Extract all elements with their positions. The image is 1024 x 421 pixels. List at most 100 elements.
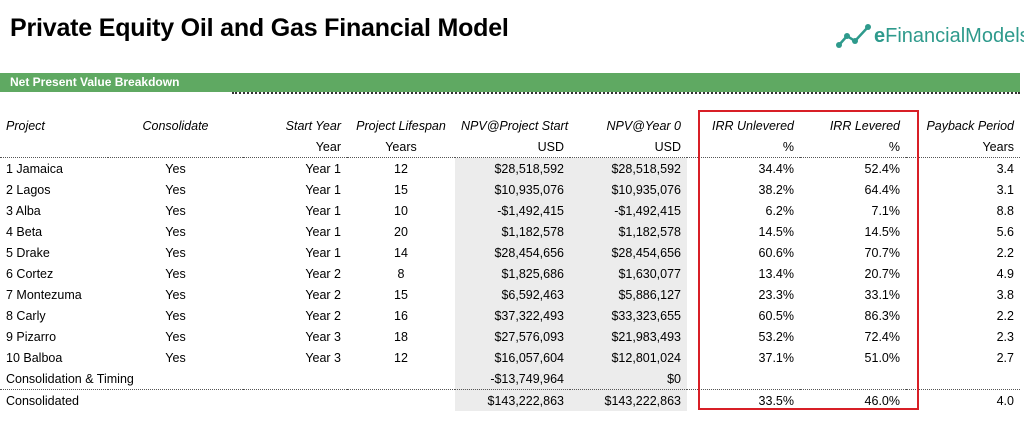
start-year-cell: Year 1 [305, 182, 341, 197]
project-cell: Consolidated [0, 389, 108, 411]
project-cell: Consolidation & Timing [6, 371, 134, 386]
consolidate-cell: Yes [165, 308, 186, 323]
npv-project-start-cell: $1,182,578 [501, 224, 564, 239]
npv-year-0-cell: $1,182,578 [618, 224, 681, 239]
consolidate-cell [108, 389, 243, 411]
npv-year-0-cell: $10,935,076 [611, 182, 681, 197]
payback-period-cell: 2.7 [996, 350, 1014, 365]
project-cell: 5 Drake [6, 245, 50, 260]
lifespan-cell: 10 [394, 203, 408, 218]
npv-project-start-cell: -$1,492,415 [497, 203, 564, 218]
consolidate-cell: Yes [165, 161, 186, 176]
npv-year-0-cell: -$1,492,415 [614, 203, 681, 218]
lifespan-cell: 12 [394, 350, 408, 365]
lifespan-cell: 18 [394, 329, 408, 344]
npv-project-start-cell: $28,518,592 [494, 161, 564, 176]
payback-period-cell: 3.8 [996, 287, 1014, 302]
project-cell: 6 Cortez [6, 266, 54, 281]
payback-period-cell [906, 368, 1020, 390]
npv-shaded-area [455, 158, 687, 411]
lifespan-cell: Project Lifespan [356, 118, 446, 133]
irr-unlevered-cell: 34.4% [758, 161, 794, 176]
npv-breakdown-table: Project Consolidate Start Year Project Life… [0, 115, 1020, 411]
npv-project-start-cell: $27,576,093 [494, 329, 564, 344]
irr-levered-cell: 64.4% [864, 182, 900, 197]
project-cell [0, 136, 108, 158]
lifespan-cell: 15 [394, 182, 408, 197]
start-year-cell: Year 2 [305, 287, 341, 302]
irr-unlevered-cell: 60.6% [758, 245, 794, 260]
npv-project-start-cell: $37,322,493 [494, 308, 564, 323]
irr-levered-cell: 52.4% [864, 161, 900, 176]
start-year-cell: Year [243, 136, 347, 158]
section-header: Net Present Value Breakdown [0, 73, 1020, 92]
table-row: 10 Balboa Yes Year 3 12 $16,057,604 $12,801,0… [0, 347, 1020, 368]
project-cell: 10 Balboa [6, 350, 63, 365]
consolidate-cell: Yes [165, 245, 186, 260]
table-row: 2 Lagos Yes Year 1 15 $10,935,076 $10,935,076… [0, 179, 1020, 200]
start-year-cell: Year 3 [305, 329, 341, 344]
chart-line-icon [836, 24, 871, 48]
npv-year-0-cell: $33,323,655 [611, 308, 681, 323]
start-year-cell [243, 368, 347, 390]
lifespan-cell: 12 [394, 161, 408, 176]
irr-levered-cell: 72.4% [864, 329, 900, 344]
table-row: 3 Alba Yes Year 1 10 -$1,492,415 -$1,492,415 6… [0, 200, 1020, 221]
lifespan-cell: Years [347, 136, 455, 158]
start-year-cell: Year 3 [305, 350, 341, 365]
payback-period-cell: 3.4 [996, 161, 1014, 176]
payback-period-cell: 2.2 [996, 245, 1014, 260]
irr-levered-cell: 46.0% [800, 389, 906, 411]
irr-levered-cell: 14.5% [864, 224, 900, 239]
irr-levered-cell: 70.7% [864, 245, 900, 260]
payback-period-cell: 5.6 [996, 224, 1014, 239]
consolidate-cell: Yes [165, 266, 186, 281]
start-year-cell: Year 2 [305, 308, 341, 323]
lifespan-cell: 8 [397, 266, 405, 281]
consolidate-cell: Yes [165, 224, 186, 239]
table-row: 6 Cortez Yes Year 2 8 $1,825,686 $1,630,077 13… [0, 263, 1020, 284]
payback-period-cell: 2.3 [996, 329, 1014, 344]
payback-period-cell: 8.8 [996, 203, 1014, 218]
npv-year-0-cell: $143,222,863 [570, 389, 687, 411]
consolidate-cell: Yes [165, 203, 186, 218]
lifespan-cell: 20 [394, 224, 408, 239]
consolidate-cell: Yes [165, 182, 186, 197]
npv-project-start-cell: USD [455, 136, 570, 158]
project-cell: 2 Lagos [6, 182, 51, 197]
payback-period-cell: Years [906, 136, 1020, 158]
consolidate-cell [108, 136, 243, 158]
section-title: Net Present Value Breakdown [10, 75, 180, 89]
irr-unlevered-cell: 14.5% [758, 224, 794, 239]
table-row: 7 Montezuma Yes Year 2 15 $6,592,463 $5,886,1… [0, 284, 1020, 305]
consolidate-cell: Yes [165, 350, 186, 365]
npv-year-0-cell: $0 [667, 371, 681, 386]
npv-year-0-cell: $1,630,077 [618, 266, 681, 281]
project-cell: 4 Beta [6, 224, 43, 239]
start-year-cell: Year 2 [305, 266, 341, 281]
consolidation-timing-row: Consolidation & Timing -$13,749,964 $0 [0, 368, 1020, 390]
consolidate-cell: Consolidate [142, 118, 209, 133]
npv-year-0-cell: $28,518,592 [611, 161, 681, 176]
payback-period-cell: 3.1 [996, 182, 1014, 197]
irr-unlevered-cell: 23.3% [758, 287, 794, 302]
consolidate-cell: Yes [165, 329, 186, 344]
irr-levered-cell: 86.3% [864, 308, 900, 323]
units-row: Year Years USD USD%% Years [0, 136, 1020, 158]
page-title: Private Equity Oil and Gas Financial Mod… [10, 14, 509, 42]
irr-unlevered-cell: 33.5% [687, 389, 800, 411]
npv-year-0-cell: $28,454,656 [611, 245, 681, 260]
irr-levered-cell: 51.0% [864, 350, 900, 365]
irr-levered-cell: % [800, 136, 906, 158]
npv-year-0-cell: NPV@Year 0 [606, 118, 681, 133]
irr-levered-cell: IRR Levered [829, 118, 900, 133]
project-cell: 3 Alba [6, 203, 41, 218]
start-year-cell: Year 1 [305, 224, 341, 239]
npv-year-0-cell: $12,801,024 [611, 350, 681, 365]
npv-project-start-cell: NPV@Project Start [461, 118, 569, 133]
table-row: 5 Drake Yes Year 1 14 $28,454,656 $28,454,656… [0, 242, 1020, 263]
start-year-cell [243, 389, 347, 411]
lifespan-cell: 14 [394, 245, 408, 260]
payback-period-cell: Payback Period [926, 118, 1014, 133]
npv-project-start-cell: $16,057,604 [494, 350, 564, 365]
